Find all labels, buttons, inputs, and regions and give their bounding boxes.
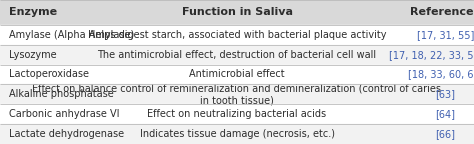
Text: References: References — [410, 7, 474, 17]
Text: Indicates tissue damage (necrosis, etc.): Indicates tissue damage (necrosis, etc.) — [139, 129, 335, 139]
Text: The antimicrobial effect, destruction of bacterial cell wall: The antimicrobial effect, destruction of… — [98, 50, 376, 60]
Text: Lactoperoxidase: Lactoperoxidase — [9, 70, 90, 79]
Text: Lactate dehydrogenase: Lactate dehydrogenase — [9, 129, 125, 139]
Text: Function in Saliva: Function in Saliva — [182, 7, 292, 17]
Bar — [0, 104, 474, 124]
Text: Lysozyme: Lysozyme — [9, 50, 57, 60]
Text: Amylase (Alpha Amylase): Amylase (Alpha Amylase) — [9, 30, 135, 40]
Text: [17, 18, 22, 33, 57, 58]: [17, 18, 22, 33, 57, 58] — [389, 50, 474, 60]
Text: Helps digest starch, associated with bacterial plaque activity: Helps digest starch, associated with bac… — [88, 30, 386, 40]
Text: Effect on balance control of remineralization and demineralization (control of c: Effect on balance control of remineraliz… — [33, 83, 441, 106]
Text: Antimicrobial effect: Antimicrobial effect — [189, 70, 285, 79]
Text: Carbonic anhydrase VI: Carbonic anhydrase VI — [9, 109, 120, 119]
Text: Enzyme: Enzyme — [9, 7, 58, 17]
Bar — [0, 45, 474, 65]
Bar — [0, 84, 474, 104]
Text: [64]: [64] — [436, 109, 456, 119]
Text: [66]: [66] — [436, 129, 456, 139]
Text: Effect on neutralizing bacterial acids: Effect on neutralizing bacterial acids — [147, 109, 327, 119]
Text: [17, 31, 55]: [17, 31, 55] — [417, 30, 474, 40]
Bar — [0, 124, 474, 144]
Text: [63]: [63] — [436, 89, 456, 99]
Bar — [0, 65, 474, 84]
Text: Alkaline phosphatase: Alkaline phosphatase — [9, 89, 114, 99]
Bar — [0, 25, 474, 45]
Bar — [0, 0, 474, 25]
Text: [18, 33, 60, 61]: [18, 33, 60, 61] — [408, 70, 474, 79]
